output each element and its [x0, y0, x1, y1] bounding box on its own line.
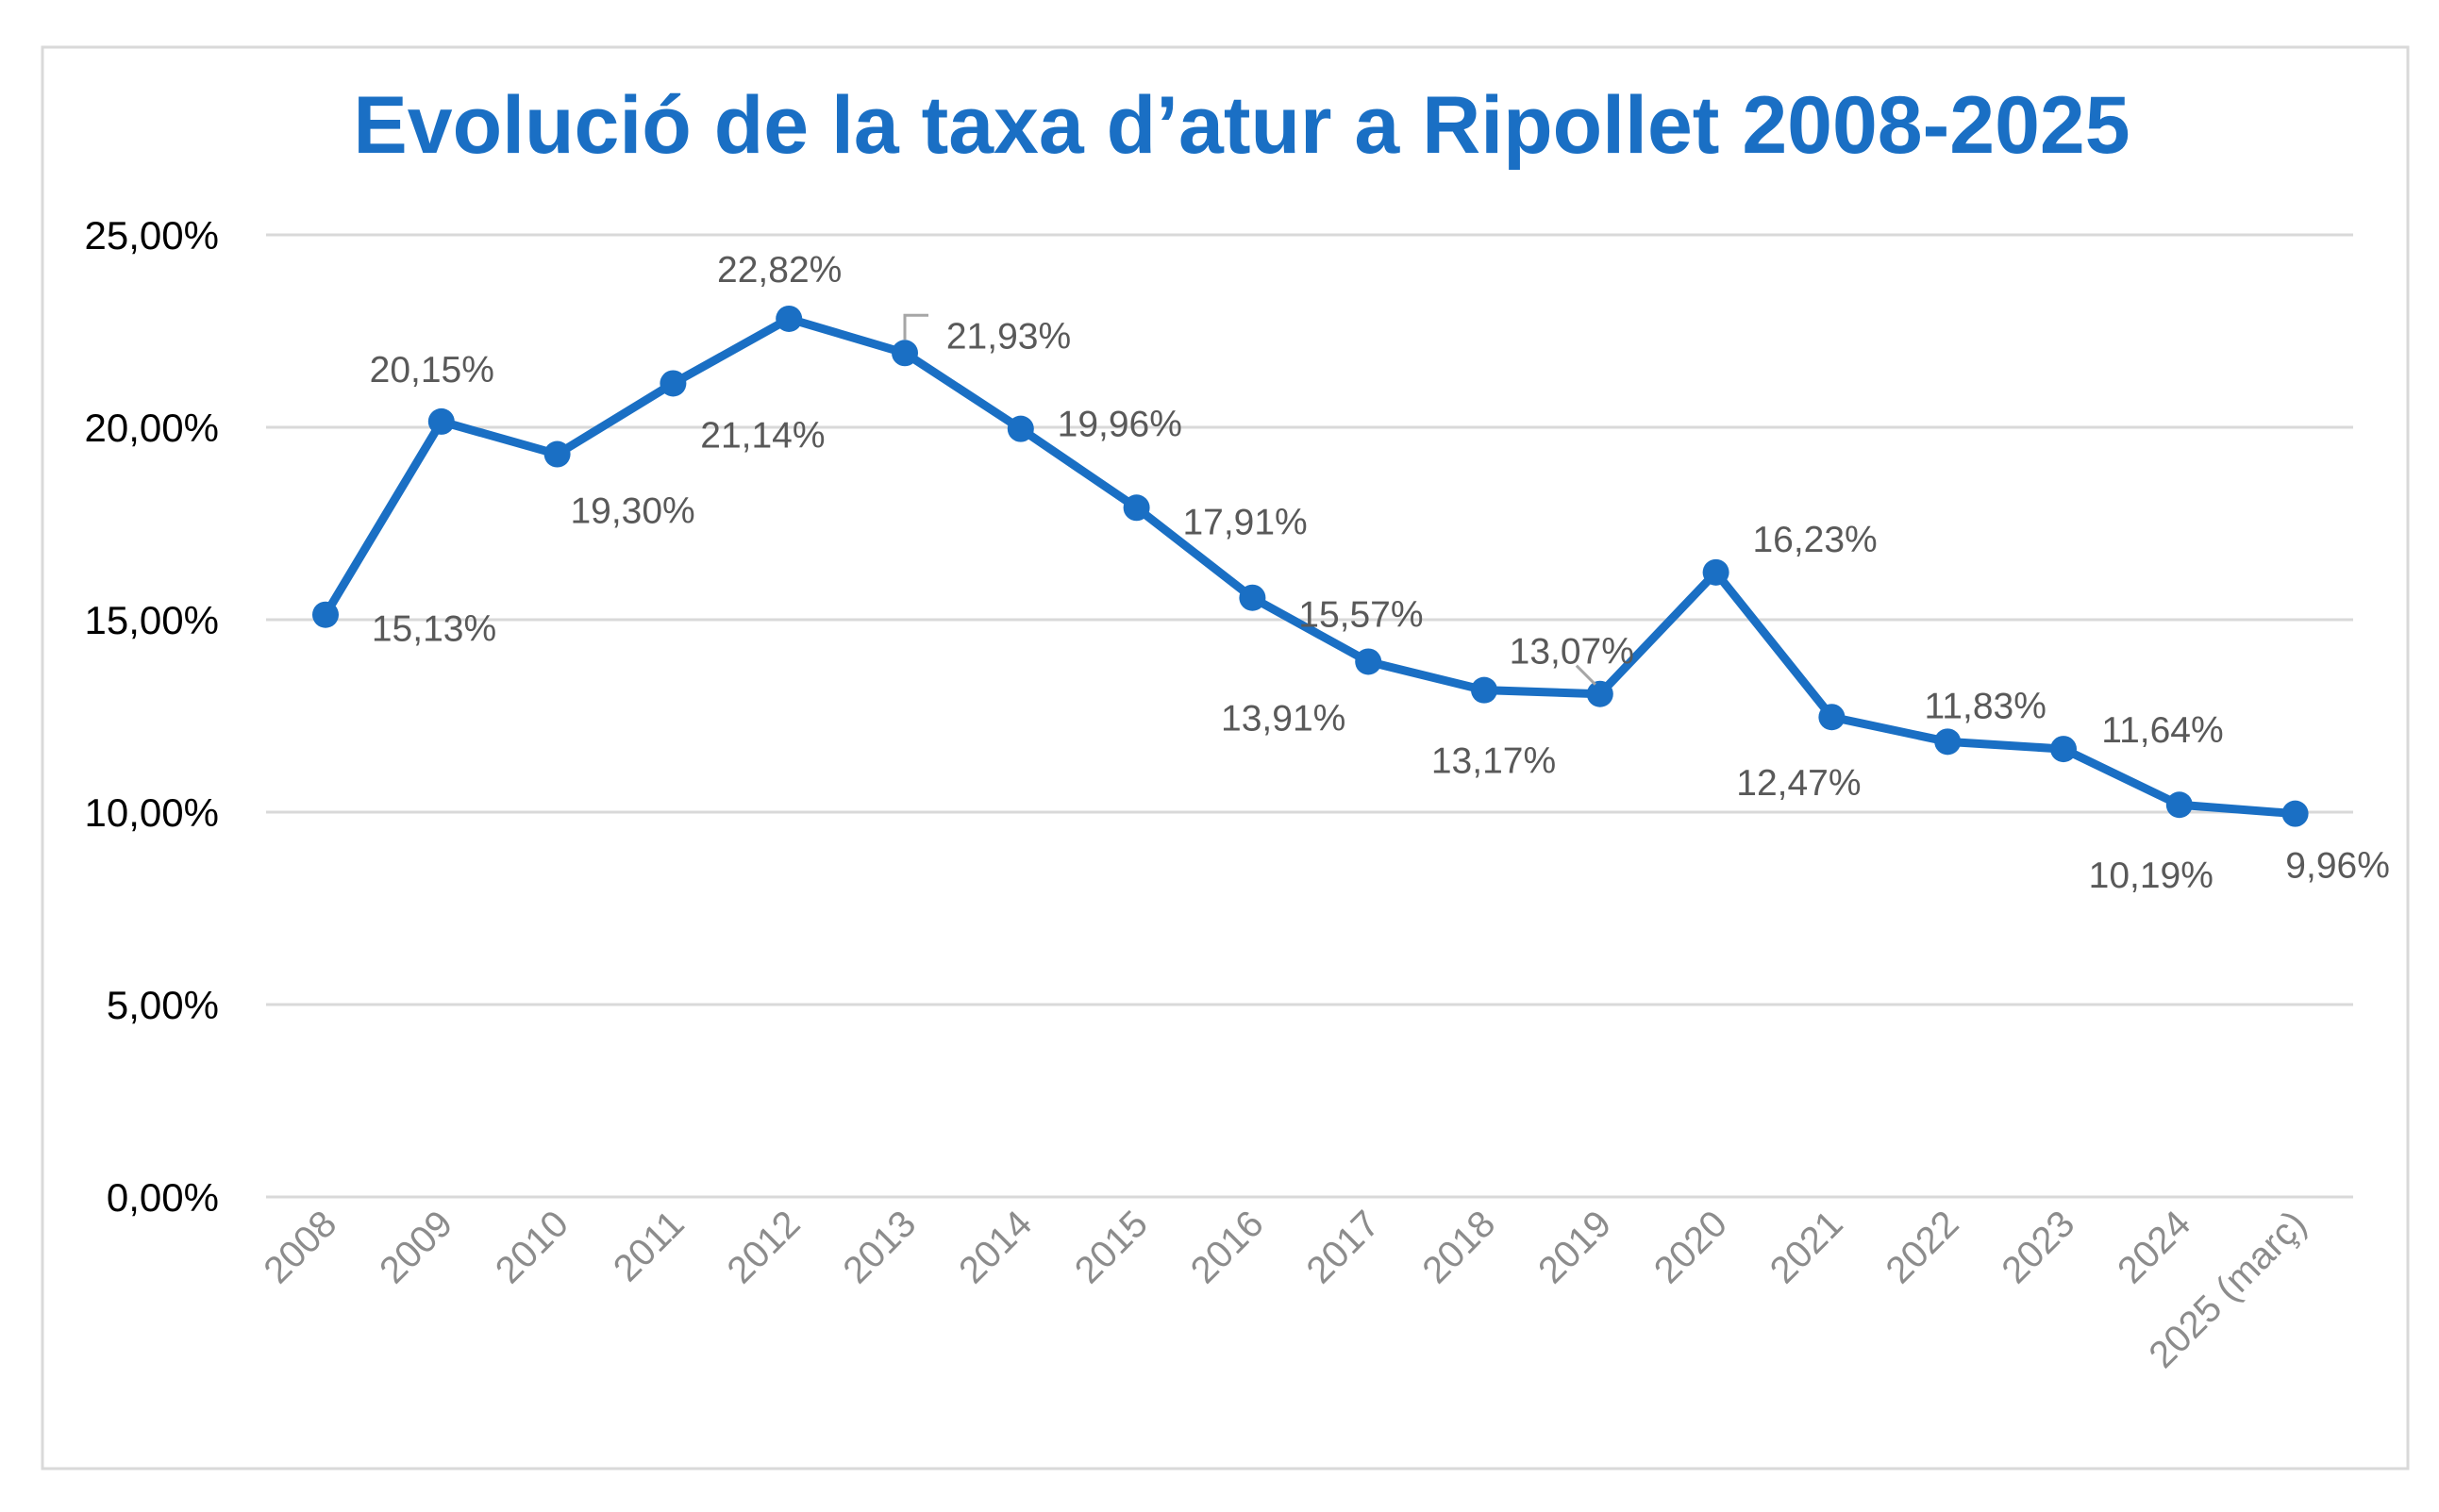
data-label: 9,96%: [2285, 846, 2390, 887]
data-label: 16,23%: [1752, 520, 1877, 560]
data-label: 21,14%: [700, 415, 825, 456]
data-label: 15,57%: [1298, 595, 1423, 636]
series-line: [322, 314, 2296, 819]
data-label: 13,91%: [1221, 698, 1345, 739]
data-label: 20,15%: [370, 350, 494, 390]
data-point: [892, 340, 918, 367]
data-point: [1007, 415, 1034, 442]
data-label: 19,96%: [1058, 405, 1182, 445]
y-tick-label: 15,00%: [85, 598, 219, 642]
leader-line: [1575, 664, 1596, 686]
data-label: 11,83%: [1925, 686, 2046, 726]
data-point: [1239, 584, 1266, 611]
data-label: 10,19%: [2089, 856, 2213, 896]
data-point: [427, 407, 455, 435]
y-tick-label: 0,00%: [107, 1175, 219, 1220]
y-tick-label: 25,00%: [85, 213, 219, 258]
data-label: 13,17%: [1431, 741, 1556, 782]
data-label: 15,13%: [372, 609, 496, 650]
data-point: [776, 305, 803, 332]
data-point: [660, 370, 687, 397]
data-label: 17,91%: [1182, 502, 1307, 542]
data-label: 22,82%: [717, 250, 842, 291]
data-point: [1123, 494, 1150, 522]
data-point: [1702, 558, 1729, 586]
data-point: [1586, 680, 1613, 707]
data-point: [1471, 676, 1497, 704]
data-point: [2281, 800, 2309, 827]
data-point: [1934, 728, 1962, 756]
chart-frame: [41, 45, 2410, 1470]
data-label: 12,47%: [1736, 763, 1861, 804]
data-label: 21,93%: [946, 316, 1071, 357]
data-point: [2165, 791, 2193, 819]
data-point: [1355, 648, 1382, 675]
data-label: 19,30%: [570, 491, 694, 532]
data-point: [543, 440, 571, 468]
chart-title: Evolució de la taxa d’atur a Ripollet 20…: [353, 80, 2130, 171]
data-label: 11,64%: [2101, 710, 2223, 751]
y-tick-label: 20,00%: [85, 406, 219, 450]
data-point: [312, 601, 339, 628]
y-tick-label: 10,00%: [85, 790, 219, 835]
y-tick-label: 5,00%: [107, 983, 219, 1027]
data-label: 13,07%: [1510, 632, 1634, 673]
data-point: [2050, 736, 2077, 763]
data-point: [1818, 704, 1846, 731]
leader-line: [903, 313, 928, 341]
